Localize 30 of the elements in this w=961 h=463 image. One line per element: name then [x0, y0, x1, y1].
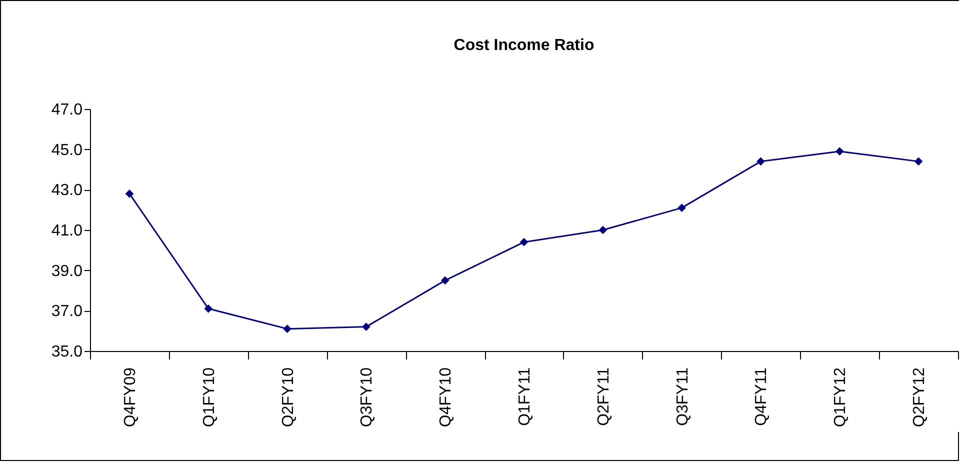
y-tick-label: 45.0: [51, 142, 83, 159]
y-tick-label: 41.0: [51, 222, 83, 240]
x-tick-label: Q4FY11: [753, 367, 770, 426]
x-tick-label: Q1FY11: [516, 367, 534, 426]
point: [678, 204, 686, 212]
x-tick-label: Q1FY10: [200, 367, 218, 428]
point: [204, 304, 213, 313]
x-tick-label: Q2FY10: [280, 367, 297, 428]
point: [125, 190, 134, 198]
chart-title: Cost Income Ratio: [454, 37, 594, 54]
x-tick-label: Q3FY11: [674, 367, 692, 426]
y-tick-label: 43.0: [51, 182, 83, 200]
y-tick-label: 39.0: [51, 262, 83, 280]
point: [914, 157, 923, 166]
x-tick-label: Q4FY10: [438, 367, 455, 428]
point: [283, 324, 292, 333]
point: [598, 226, 608, 234]
point: [362, 322, 370, 331]
y-tick-label: 47.0: [51, 102, 83, 118]
x-tick-label: Q3FY10: [358, 367, 376, 428]
point: [756, 157, 765, 166]
y-tick-label: 35.0: [51, 344, 83, 360]
point: [520, 238, 528, 246]
x-tick-label: Q1FY12: [832, 367, 850, 428]
x-tick-label: Q4FY09: [122, 367, 139, 428]
x-tick-label: Q2FY12: [911, 367, 928, 428]
y-tick-label: 37.0: [51, 303, 83, 320]
point: [835, 147, 844, 156]
x-tick-label: Q2FY11: [595, 367, 612, 426]
point: [440, 276, 450, 285]
